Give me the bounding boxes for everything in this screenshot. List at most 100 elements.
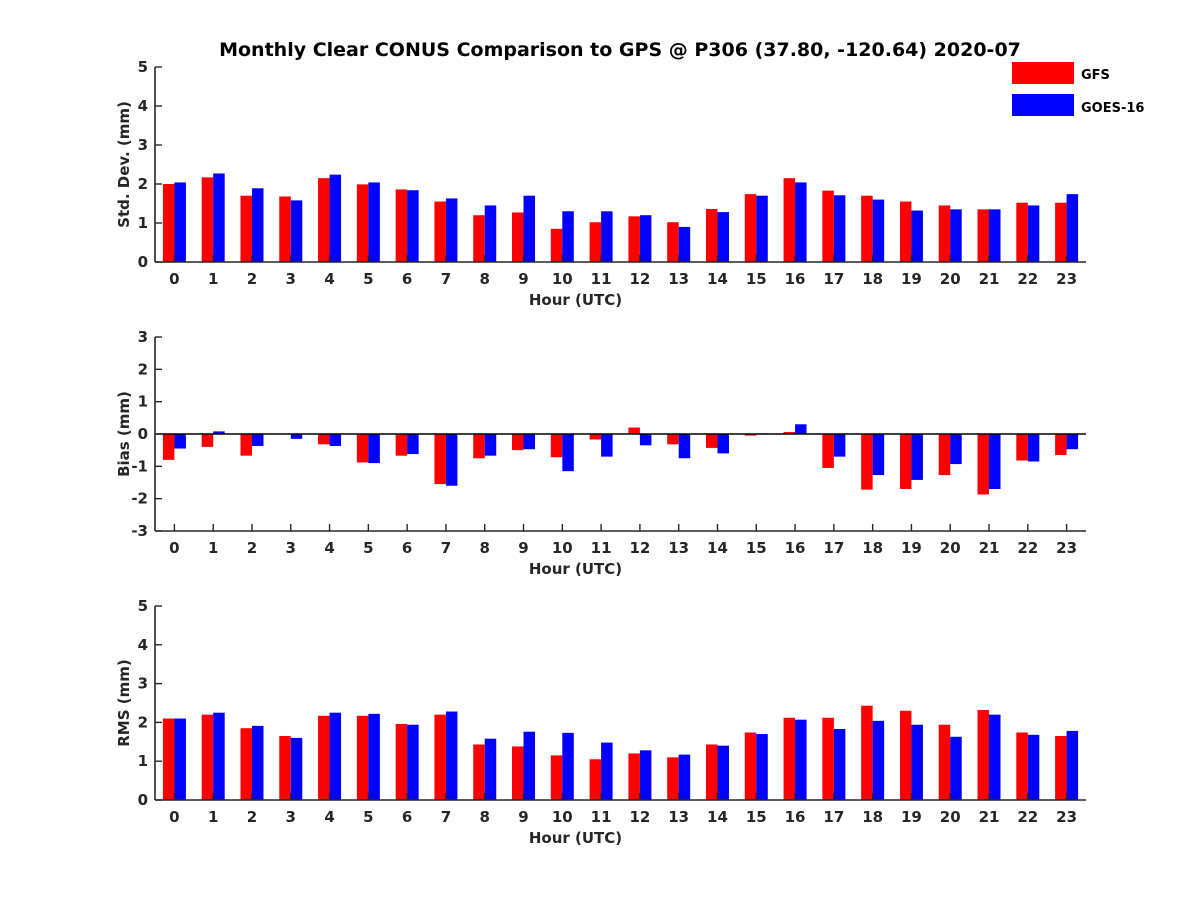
std-dev-bar-goes16-10 (562, 211, 574, 262)
bias-x-tick-label: 10 (552, 539, 573, 557)
rms-bar-gfs-3 (279, 735, 291, 800)
std-dev-x-tick-label: 5 (363, 270, 373, 288)
bias-bar-gfs-1 (201, 434, 214, 447)
std-dev-y-tick-label: 5 (138, 58, 148, 76)
std-dev-bar-gfs-7 (434, 201, 446, 262)
bias-x-tick-label: 9 (518, 539, 528, 557)
std-dev-x-tick-label: 12 (629, 270, 650, 288)
bias-bar-gfs-17 (822, 434, 834, 468)
std-dev-x-tick-label: 22 (1017, 270, 1038, 288)
bias-bar-goes16-17 (833, 434, 846, 457)
bias-bar-goes16-5 (368, 434, 380, 464)
std-dev-x-tick-label: 3 (286, 270, 296, 288)
std-dev-bar-goes16-12 (639, 215, 652, 262)
rms-x-tick-label: 17 (823, 808, 844, 826)
rms-x-tick-label: 13 (668, 808, 689, 826)
bias-bar-goes16-9 (523, 434, 536, 450)
std-dev-bar-gfs-1 (201, 177, 214, 262)
rms-y-tick-label: 5 (138, 597, 148, 615)
rms-bar-gfs-2 (240, 728, 252, 800)
bias-x-tick-label: 22 (1017, 539, 1038, 557)
std-dev-x-tick-label: 11 (591, 270, 612, 288)
bias-bar-gfs-11 (589, 434, 602, 440)
bias-bar-gfs-14 (705, 434, 718, 448)
bias-x-tick-label: 17 (823, 539, 844, 557)
bias-bar-goes16-6 (407, 434, 419, 455)
rms-y-tick-label: 1 (138, 752, 148, 770)
bias-x-tick-label: 23 (1056, 539, 1077, 557)
std-dev-bar-goes16-23 (1066, 194, 1079, 262)
std-dev-bar-goes16-20 (950, 209, 962, 262)
bias-x-tick-label: 14 (707, 539, 728, 557)
bias-bar-goes16-12 (639, 434, 652, 446)
std-dev-x-tick-label: 17 (823, 270, 844, 288)
legend-label-goes16: GOES-16 (1081, 101, 1144, 116)
std-dev-bar-goes16-1 (213, 173, 225, 262)
bias-x-tick-label: 16 (785, 539, 806, 557)
std-dev-y-tick-label: 0 (138, 253, 148, 271)
bias-x-tick-label: 0 (169, 539, 179, 557)
rms-x-axis-label: Hour (UTC) (529, 829, 622, 847)
std-dev-x-tick-label: 7 (441, 270, 451, 288)
rms-x-tick-label: 19 (901, 808, 922, 826)
bias-x-axis-label: Hour (UTC) (529, 560, 622, 578)
rms-bar-gfs-16 (783, 717, 796, 800)
std-dev-x-tick-label: 19 (901, 270, 922, 288)
std-dev-bar-gfs-15 (744, 194, 757, 262)
bias-x-tick-label: 18 (862, 539, 883, 557)
bias-bar-goes16-18 (872, 434, 885, 476)
bias-bar-gfs-20 (938, 434, 951, 476)
bias-bar-gfs-16 (783, 432, 796, 434)
std-dev-bar-gfs-18 (861, 195, 873, 262)
bias-bar-gfs-21 (977, 434, 990, 495)
std-dev-bar-goes16-0 (174, 182, 186, 262)
std-dev-bar-gfs-5 (356, 184, 369, 262)
rms-bar-goes16-13 (678, 754, 691, 800)
std-dev-y-tick-label: 1 (138, 214, 148, 232)
bias-x-tick-label: 5 (363, 539, 373, 557)
rms-bar-goes16-11 (601, 742, 613, 800)
rms-x-tick-label: 8 (480, 808, 490, 826)
std-dev-bar-goes16-19 (911, 210, 923, 262)
bias-bar-gfs-13 (667, 434, 679, 445)
std-dev-x-tick-label: 1 (208, 270, 218, 288)
std-dev-x-tick-label: 15 (746, 270, 767, 288)
bias-bar-gfs-0 (162, 434, 175, 460)
std-dev-y-tick-label: 4 (138, 97, 148, 115)
bias-x-tick-label: 1 (208, 539, 218, 557)
rms-bar-goes16-6 (407, 724, 419, 800)
rms-bar-goes16-2 (251, 725, 264, 800)
std-dev-bar-goes16-21 (989, 209, 1001, 262)
rms-bar-gfs-4 (318, 715, 330, 800)
bias-bar-goes16-4 (329, 434, 342, 446)
bias-x-tick-label: 21 (979, 539, 1000, 557)
std-dev-x-tick-label: 4 (324, 270, 334, 288)
std-dev-x-tick-label: 0 (169, 270, 179, 288)
std-dev-bar-gfs-0 (162, 184, 175, 262)
std-dev-bar-goes16-14 (717, 212, 729, 262)
rms-x-tick-label: 4 (324, 808, 334, 826)
rms-bar-gfs-5 (356, 715, 369, 800)
rms-bar-gfs-6 (395, 723, 408, 800)
rms-bar-gfs-19 (899, 710, 912, 800)
rms-bar-gfs-17 (822, 717, 834, 800)
bias-bar-goes16-19 (911, 434, 923, 480)
std-dev-x-tick-label: 9 (518, 270, 528, 288)
std-dev-bar-gfs-23 (1055, 202, 1067, 262)
std-dev-bar-gfs-2 (240, 195, 252, 262)
std-dev-bar-goes16-7 (445, 198, 458, 262)
bias-y-tick-label: -2 (131, 490, 148, 508)
bias-bar-goes16-0 (174, 434, 186, 449)
std-dev-x-tick-label: 14 (707, 270, 728, 288)
std-dev-y-axis-label: Std. Dev. (mm) (115, 101, 133, 228)
rms-x-tick-label: 20 (940, 808, 961, 826)
std-dev-bar-gfs-21 (977, 209, 990, 262)
rms-x-tick-label: 12 (629, 808, 650, 826)
bias-x-tick-label: 8 (480, 539, 490, 557)
rms-bar-gfs-13 (667, 757, 679, 800)
legend-swatch-goes16 (1012, 94, 1074, 116)
rms-bar-gfs-10 (550, 755, 563, 800)
bias-bar-goes16-8 (484, 434, 497, 456)
